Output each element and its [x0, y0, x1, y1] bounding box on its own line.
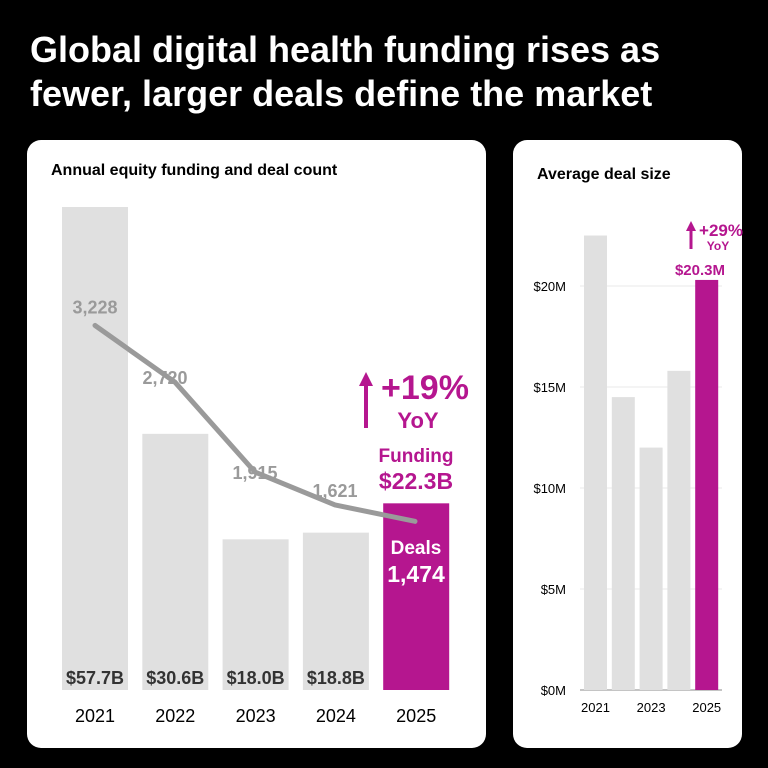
avg-deal-bar [639, 447, 663, 690]
x-tick-label: 2025 [692, 700, 721, 715]
avg-deal-bar [584, 235, 607, 690]
funding-label: $18.0B [227, 668, 285, 688]
funding-bar [302, 532, 369, 690]
x-tick-label: 2022 [155, 706, 195, 726]
change-unit: YoY [397, 408, 438, 433]
funding-bar [222, 539, 289, 690]
y-tick-label: $0M [541, 683, 566, 698]
deal-count-label: 1,621 [312, 481, 357, 501]
x-tick-label: 2025 [396, 706, 436, 726]
funding-annotation-label: Funding [379, 446, 454, 467]
x-tick-label: 2021 [581, 700, 610, 715]
up-arrowhead-icon [686, 221, 696, 231]
deal-count-label: 3,228 [72, 297, 117, 317]
y-tick-label: $15M [533, 380, 566, 395]
y-tick-label: $10M [533, 481, 566, 496]
deals-annotation-label: Deals [391, 538, 442, 559]
x-tick-label: 2024 [316, 706, 356, 726]
avg-deal-bar [695, 279, 719, 690]
change-label: +19% [381, 369, 469, 407]
change-unit: YoY [707, 239, 729, 253]
x-tick-label: 2023 [637, 700, 666, 715]
x-tick-label: 2023 [236, 706, 276, 726]
up-arrowhead-icon [359, 372, 373, 386]
funding-bar [383, 503, 450, 690]
value-label: $20.3M [675, 262, 725, 279]
deal-count-label: 2,720 [142, 368, 187, 388]
deal-count-line [92, 322, 418, 524]
deal-count-label: 1,915 [232, 463, 277, 483]
funding-bar [62, 207, 128, 690]
y-tick-label: $5M [541, 582, 566, 597]
funding-annotation-value: $22.3B [379, 468, 453, 494]
change-label: +29% [699, 221, 743, 240]
deals-annotation-value: 1,474 [387, 561, 445, 587]
funding-label: $30.6B [146, 668, 204, 688]
y-tick-label: $20M [533, 279, 566, 294]
funding-label: $18.8B [307, 668, 365, 688]
avg-deal-bar [611, 397, 635, 690]
chart-title: Annual equity funding and deal count [51, 162, 338, 179]
funding-bar [142, 433, 209, 690]
page-title: Global digital health funding rises as f… [30, 29, 661, 114]
x-tick-label: 2021 [75, 706, 115, 726]
funding-label: $57.7B [66, 668, 124, 688]
chart-title: Average deal size [537, 166, 671, 183]
avg-deal-bar [667, 370, 691, 690]
